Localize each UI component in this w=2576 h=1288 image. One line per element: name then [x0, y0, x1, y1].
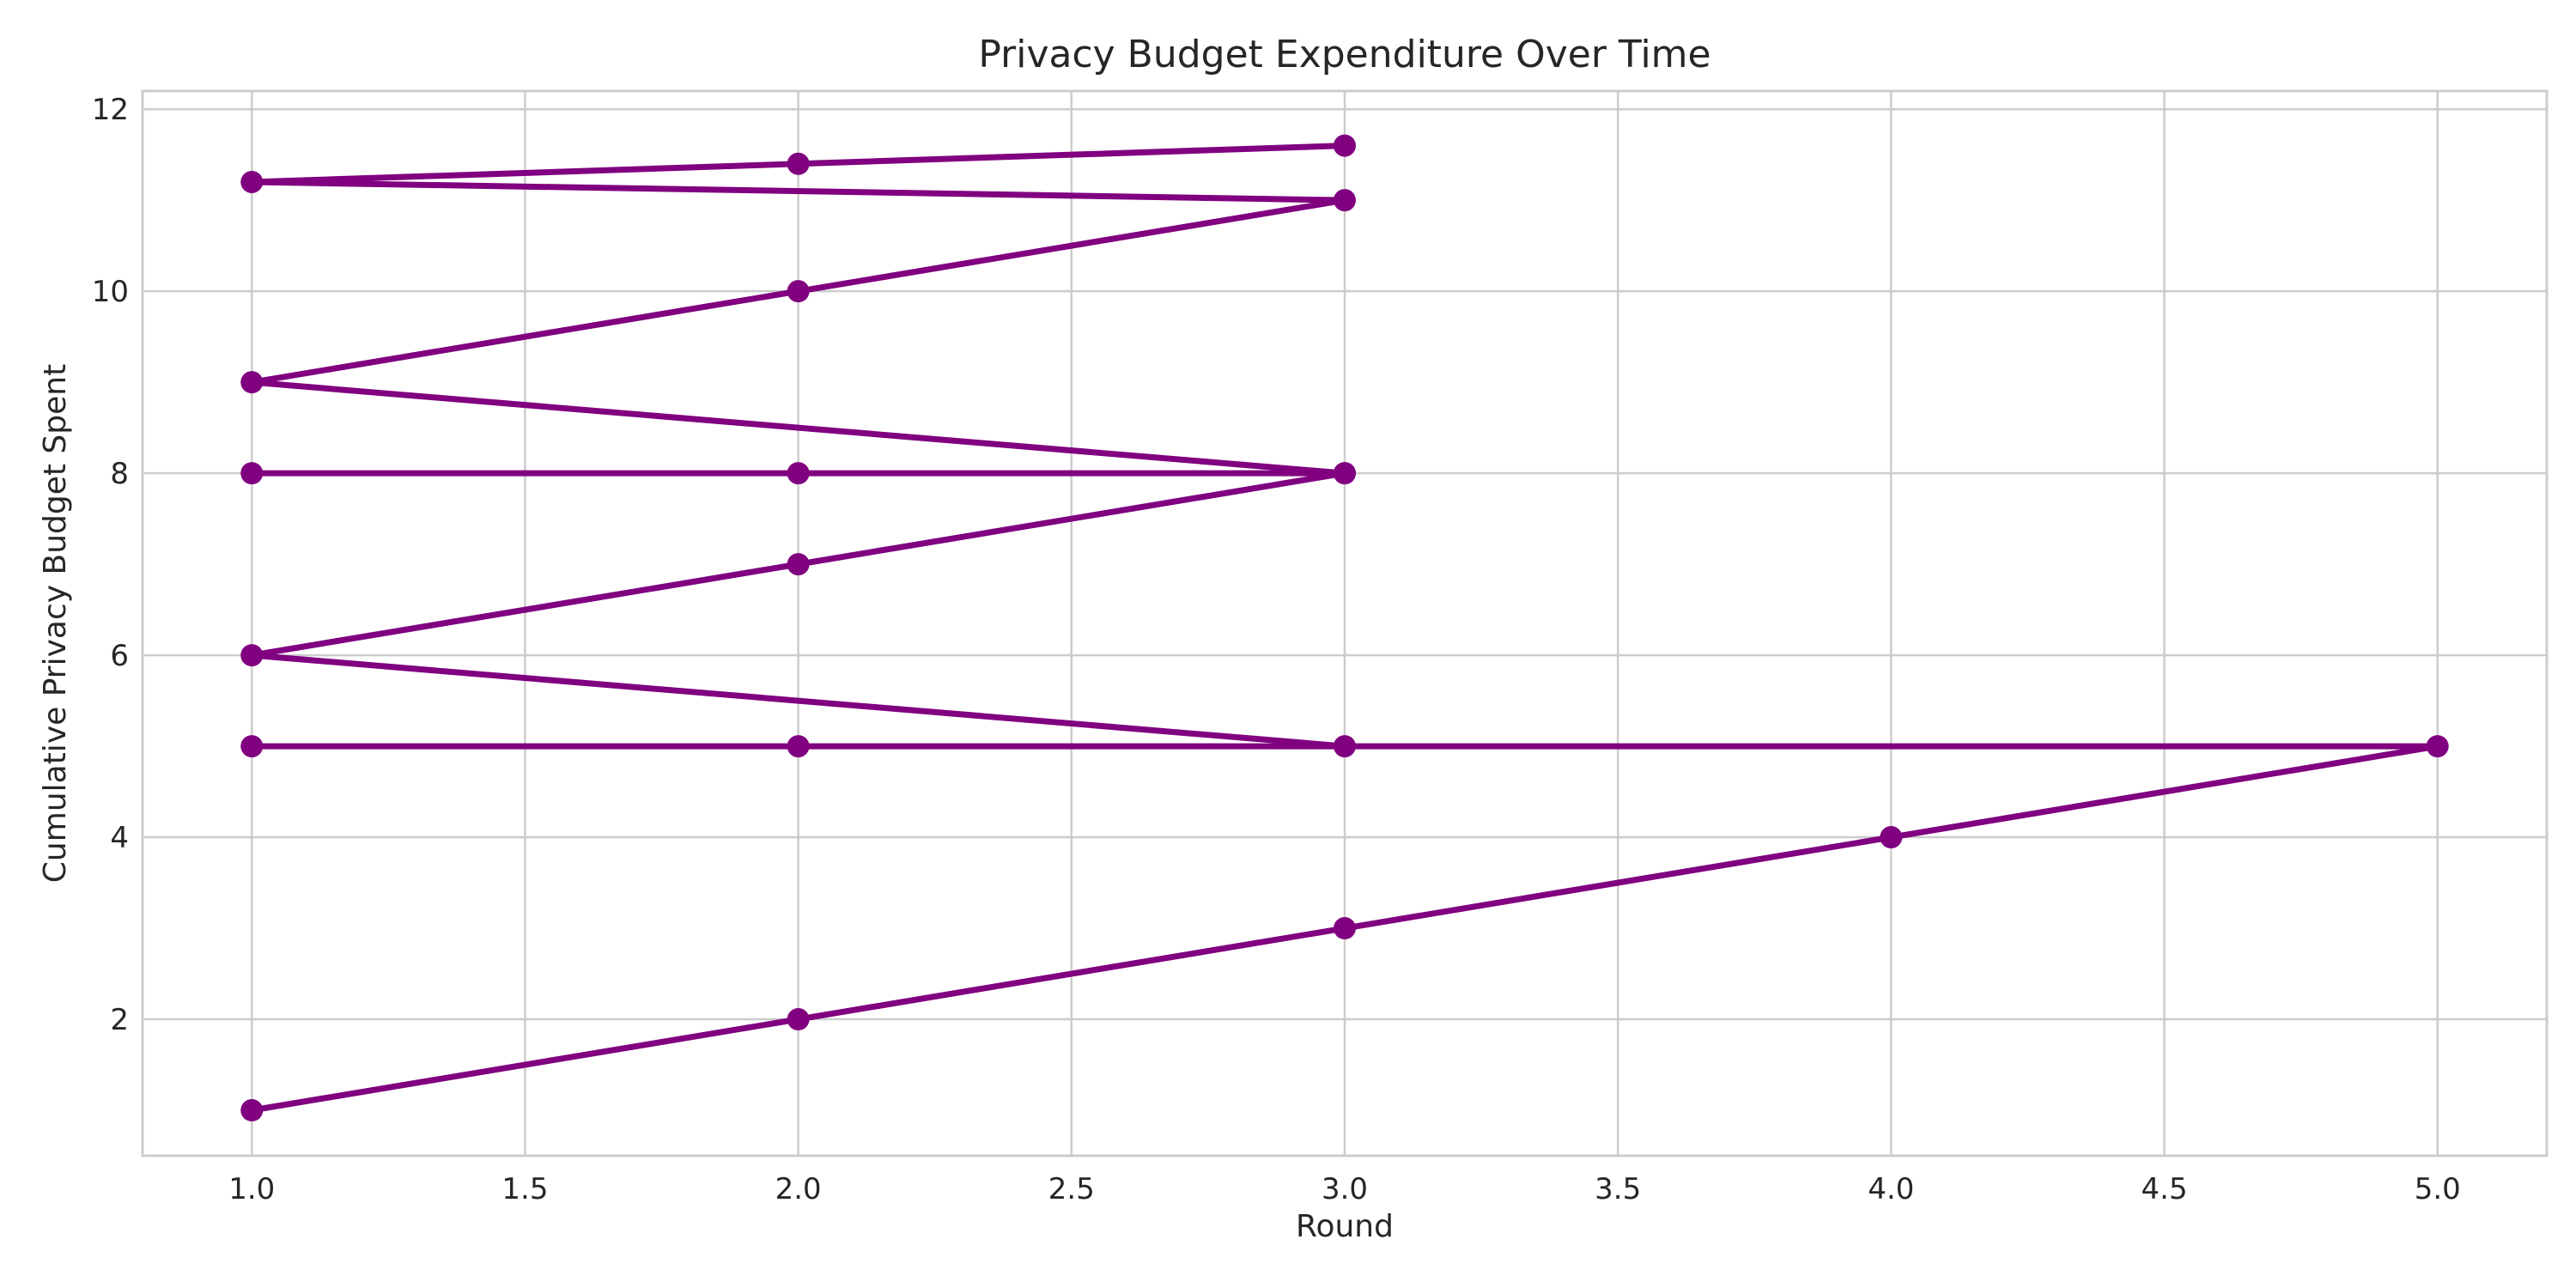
x-tick-label: 3.5: [1595, 1172, 1641, 1206]
data-point: [1334, 735, 1356, 758]
y-tick-label: 6: [110, 639, 129, 673]
series-layer: [240, 134, 2449, 1122]
x-tick-label: 4.5: [2142, 1172, 2188, 1206]
x-tick-label: 5.0: [2415, 1172, 2461, 1206]
x-axis-label: Round: [1296, 1209, 1394, 1244]
data-point: [240, 170, 264, 193]
y-tick-label: 10: [92, 275, 129, 309]
x-tick-label: 1.0: [228, 1172, 275, 1206]
plot-frame: [141, 89, 2549, 1157]
y-tick-label: 2: [110, 1003, 129, 1037]
data-point: [787, 1008, 810, 1031]
data-point: [787, 280, 810, 303]
x-tick-label: 2.5: [1048, 1172, 1095, 1206]
x-tick-label: 4.0: [1868, 1172, 1914, 1206]
data-point: [2426, 735, 2449, 758]
y-tick-label: 8: [110, 457, 129, 491]
y-tick-label: 4: [110, 821, 129, 855]
x-tick-label: 3.0: [1321, 1172, 1368, 1206]
data-point: [787, 553, 810, 576]
y-axis-label: Cumulative Privacy Budget Spent: [38, 364, 73, 883]
data-point: [1334, 189, 1356, 212]
y-tick-label: 12: [92, 93, 129, 127]
chart-title: Privacy Budget Expenditure Over Time: [978, 33, 1710, 76]
data-point: [1880, 826, 1903, 849]
data-point: [787, 152, 810, 175]
y-tick-labels: 2 4 6 8 10 12: [92, 93, 129, 1037]
data-point: [787, 735, 810, 758]
data-point: [787, 462, 810, 485]
data-point: [240, 371, 264, 394]
x-tick-labels: 1.0 1.5 2.0 2.5 3.0 3.5 4.0 4.5 5.0: [228, 1172, 2461, 1206]
x-tick-label: 1.5: [501, 1172, 548, 1206]
x-tick-label: 2.0: [775, 1172, 822, 1206]
series-line: [248, 143, 2441, 1114]
data-point: [1334, 134, 1356, 157]
data-point: [1334, 917, 1356, 940]
data-point: [240, 735, 264, 758]
data-point: [240, 1099, 264, 1122]
data-point: [240, 644, 264, 667]
data-point: [240, 462, 264, 485]
data-point: [1334, 462, 1356, 485]
